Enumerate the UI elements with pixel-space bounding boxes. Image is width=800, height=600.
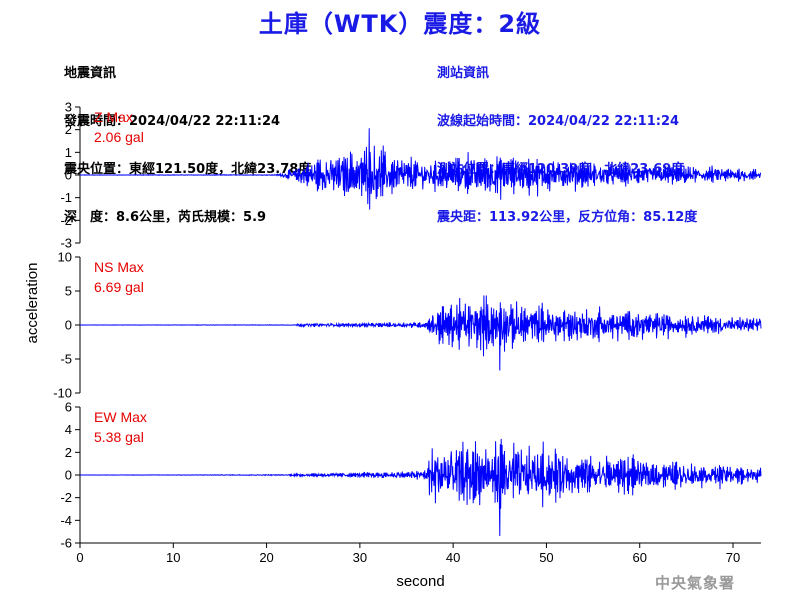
ew-max-value: 5.38 gal bbox=[94, 429, 144, 445]
z-y-tick-label: -2 bbox=[60, 213, 72, 228]
z-y-tick-label: 0 bbox=[65, 168, 72, 183]
ew-waveform-line bbox=[79, 438, 762, 537]
ns-max-value: 6.69 gal bbox=[94, 279, 144, 295]
ew-y-tick-label: 2 bbox=[65, 445, 72, 460]
ew-y-tick-label: 0 bbox=[65, 468, 72, 483]
ns-y-tick-label: -5 bbox=[60, 352, 72, 367]
z-y-tick-label: 2 bbox=[65, 122, 72, 137]
x-tick-label: 60 bbox=[632, 550, 646, 565]
ew-y-tick-label: 6 bbox=[65, 400, 72, 415]
x-tick-label: 50 bbox=[539, 550, 553, 565]
x-tick-label: 30 bbox=[353, 550, 367, 565]
epicenter: 震央位置：東經121.50度，北緯23.78度 bbox=[64, 162, 312, 177]
origin-time: 發震時間：2024/04/22 22:11:24 bbox=[64, 114, 281, 129]
y-axis-label: acceleration bbox=[24, 263, 41, 344]
ew-y-tick-label: 4 bbox=[65, 422, 72, 437]
depth-magnitude: 深 度：8.6公里，芮氏規模：5.9 bbox=[64, 210, 267, 225]
ew-y-tick-label: -2 bbox=[60, 490, 72, 505]
chart-title: 土庫（WTK）震度：2級 bbox=[258, 10, 542, 38]
ns-max-title: NS Max bbox=[94, 259, 144, 275]
x-tick-label: 70 bbox=[726, 550, 740, 565]
agency-watermark: 中央氣象署 bbox=[655, 574, 736, 592]
ew-y-tick-label: -4 bbox=[60, 513, 72, 528]
z-y-tick-label: -1 bbox=[60, 190, 72, 205]
ns-y-tick-label: -10 bbox=[53, 386, 72, 401]
quake-info-heading: 地震資訊 bbox=[64, 66, 117, 81]
z-waveform-line bbox=[79, 128, 761, 210]
ns-y-tick-label: 10 bbox=[58, 250, 72, 265]
x-axis-label: second bbox=[396, 573, 444, 590]
z-y-tick-label: 3 bbox=[65, 100, 72, 115]
ew-max-title: EW Max bbox=[94, 409, 147, 425]
quake-info-block: 地震資訊 發震時間：2024/04/22 22:11:24 震央位置：東經121… bbox=[64, 34, 311, 242]
z-y-tick-label: -3 bbox=[60, 236, 72, 251]
x-tick-label: 0 bbox=[76, 550, 83, 565]
ew-y-tick-label: -6 bbox=[60, 536, 72, 551]
ns-y-tick-label: 5 bbox=[65, 284, 72, 299]
x-tick-label: 40 bbox=[446, 550, 460, 565]
x-tick-label: 10 bbox=[166, 550, 180, 565]
station-info-heading: 測站資訊 bbox=[437, 66, 490, 81]
ns-waveform-line bbox=[79, 295, 762, 371]
z-max-value: 2.06 gal bbox=[94, 129, 144, 145]
x-tick-label: 20 bbox=[259, 550, 273, 565]
wave-start-time: 波線起始時間：2024/04/22 22:11:24 bbox=[437, 114, 680, 129]
epicentral-distance: 震央距：113.92公里，反方位角：85.12度 bbox=[437, 210, 698, 225]
z-max-title: Z Max bbox=[94, 109, 133, 125]
station-info-block: 測站資訊 波線起始時間：2024/04/22 22:11:24 測站位置：東經1… bbox=[437, 34, 697, 242]
ns-y-tick-label: 0 bbox=[65, 318, 72, 333]
z-y-tick-label: 1 bbox=[65, 145, 72, 160]
